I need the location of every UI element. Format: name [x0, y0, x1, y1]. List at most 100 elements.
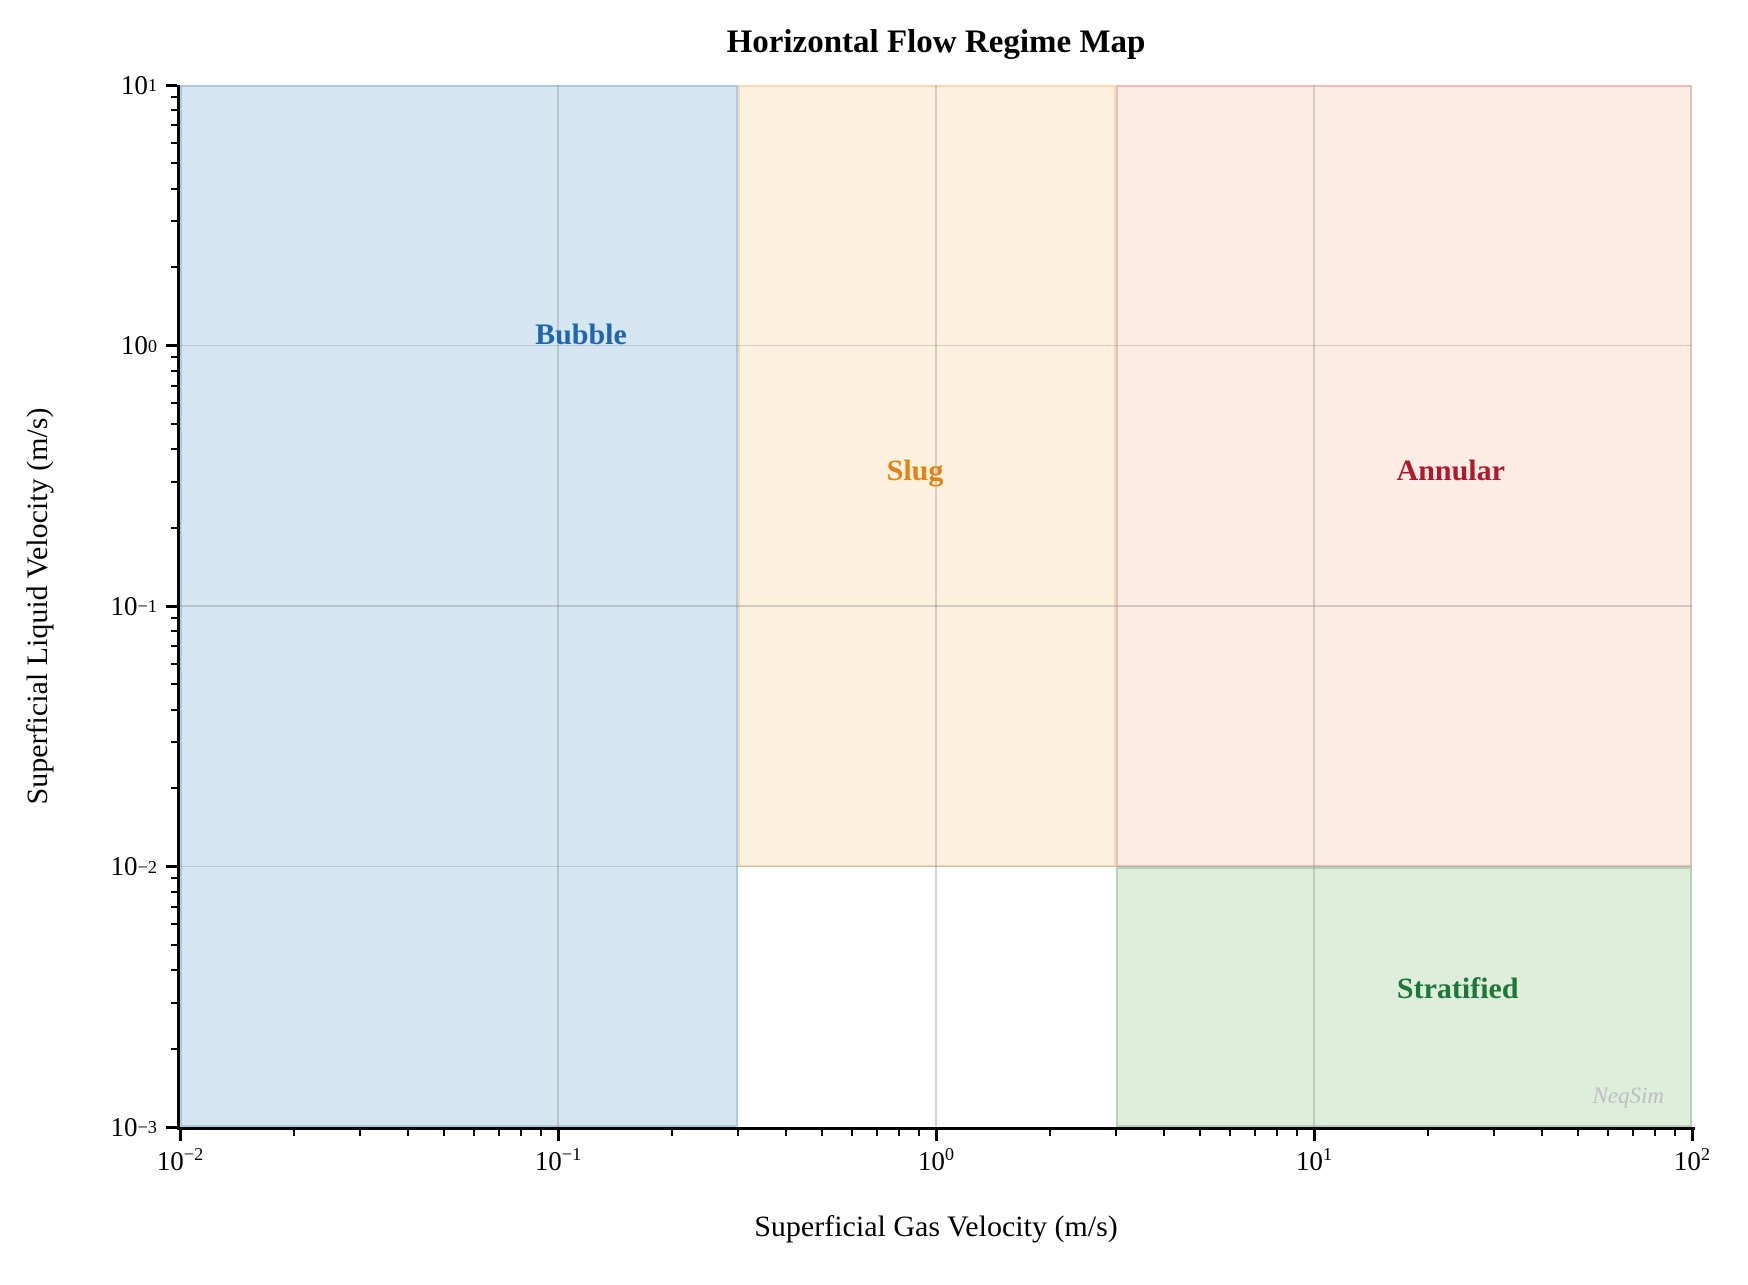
x-minor-tick: [539, 1130, 542, 1136]
y-minor-tick: [171, 1001, 177, 1004]
y-minor-tick: [171, 923, 177, 926]
y-minor-tick: [171, 356, 177, 359]
x-minor-tick: [406, 1130, 409, 1136]
x-minor-tick: [784, 1130, 787, 1136]
x-minor-tick: [1673, 1130, 1676, 1136]
region-slug: [738, 85, 1117, 867]
x-tick-label: 102: [1673, 1144, 1711, 1176]
x-major-tick: [934, 1130, 938, 1141]
x-minor-tick: [443, 1130, 446, 1136]
x-minor-tick: [498, 1130, 501, 1136]
y-tick-label: 10 −3: [110, 1111, 157, 1142]
x-axis-spine: [177, 1127, 1695, 1130]
y-minor-tick: [171, 187, 177, 190]
y-minor-tick: [171, 384, 177, 387]
y-tick-label: 10 0: [120, 330, 157, 360]
x-minor-tick: [1254, 1130, 1257, 1136]
x-minor-tick: [670, 1130, 673, 1136]
y-minor-tick: [171, 616, 177, 619]
y-minor-tick: [171, 683, 177, 686]
y-minor-tick: [171, 1047, 177, 1050]
y-minor-tick: [171, 787, 177, 790]
x-minor-tick: [520, 1130, 523, 1136]
y-minor-tick: [171, 630, 177, 633]
x-minor-tick: [1607, 1130, 1610, 1136]
y-minor-tick: [171, 662, 177, 665]
y-minor-tick: [171, 141, 177, 144]
gridline-horizontal: [180, 865, 1692, 868]
x-minor-tick: [1199, 1130, 1202, 1136]
y-minor-tick: [171, 369, 177, 372]
region-label-bubble: Bubble: [535, 317, 627, 351]
x-minor-tick: [1493, 1130, 1496, 1136]
y-minor-tick: [171, 905, 177, 908]
y-minor-tick: [171, 708, 177, 711]
x-axis-label: Superficial Gas Velocity (m/s): [754, 1210, 1118, 1243]
x-major-tick: [178, 1130, 182, 1141]
x-minor-tick: [1229, 1130, 1232, 1136]
plot-area: Bubble Slug Annular Stratified NeqSim: [180, 85, 1692, 1127]
y-minor-tick: [171, 109, 177, 112]
gridline-vertical: [1313, 85, 1315, 1127]
gridline-horizontal: [180, 605, 1692, 607]
y-minor-tick: [171, 162, 177, 165]
y-minor-tick: [171, 741, 177, 744]
x-minor-tick: [876, 1130, 879, 1136]
y-minor-tick: [171, 526, 177, 529]
x-major-tick: [1312, 1130, 1316, 1141]
y-minor-tick: [171, 266, 177, 269]
y-major-tick: [166, 865, 177, 868]
region-annular: [1116, 85, 1692, 867]
x-minor-tick: [851, 1130, 854, 1136]
y-minor-tick: [171, 220, 177, 223]
chart-title: Horizontal Flow Regime Map: [726, 24, 1146, 60]
y-axis-spine: [177, 85, 180, 1130]
x-minor-tick: [473, 1130, 476, 1136]
x-minor-tick: [1276, 1130, 1279, 1136]
x-minor-tick: [1048, 1130, 1051, 1136]
y-minor-tick: [171, 969, 177, 972]
x-minor-tick: [737, 1130, 740, 1136]
gridline-vertical: [935, 85, 937, 1127]
x-minor-tick: [1540, 1130, 1543, 1136]
y-minor-tick: [171, 943, 177, 946]
y-minor-tick: [171, 645, 177, 648]
x-minor-tick: [1654, 1130, 1657, 1136]
watermark: NeqSim: [1592, 1083, 1664, 1108]
y-minor-tick: [171, 402, 177, 405]
x-minor-tick: [1632, 1130, 1635, 1136]
x-minor-tick: [1162, 1130, 1165, 1136]
y-major-tick: [166, 83, 177, 87]
region-label-annular: Annular: [1396, 453, 1505, 487]
y-minor-tick: [171, 448, 177, 451]
region-stratified: [1116, 866, 1692, 1127]
x-minor-tick: [898, 1130, 901, 1136]
y-major-tick: [166, 1125, 177, 1129]
y-major-tick: [166, 604, 177, 608]
y-minor-tick: [171, 480, 177, 483]
gridline-horizontal: [180, 344, 1692, 347]
x-tick-label: 10−1: [534, 1144, 582, 1176]
x-minor-tick: [1426, 1130, 1429, 1136]
region-bubble: [180, 85, 739, 1127]
x-tick-label: 100: [917, 1144, 955, 1176]
y-minor-tick: [171, 124, 177, 127]
x-minor-tick: [821, 1130, 824, 1136]
region-label-stratified: Stratified: [1396, 971, 1519, 1005]
x-minor-tick: [1577, 1130, 1580, 1136]
region-label-slug: Slug: [886, 453, 944, 487]
x-tick-label: 101: [1295, 1144, 1333, 1176]
x-major-tick: [1690, 1130, 1694, 1141]
x-minor-tick: [1115, 1130, 1118, 1136]
x-minor-tick: [917, 1130, 920, 1136]
y-tick-label: 10 −2: [110, 851, 157, 881]
y-minor-tick: [171, 890, 177, 893]
y-tick-label: 10 −1: [110, 590, 157, 621]
y-major-tick: [166, 344, 177, 347]
x-minor-tick: [292, 1130, 295, 1136]
y-tick-label: 10 1: [120, 69, 157, 100]
gridline-vertical: [557, 85, 559, 1127]
y-minor-tick: [171, 877, 177, 880]
x-minor-tick: [359, 1130, 362, 1136]
